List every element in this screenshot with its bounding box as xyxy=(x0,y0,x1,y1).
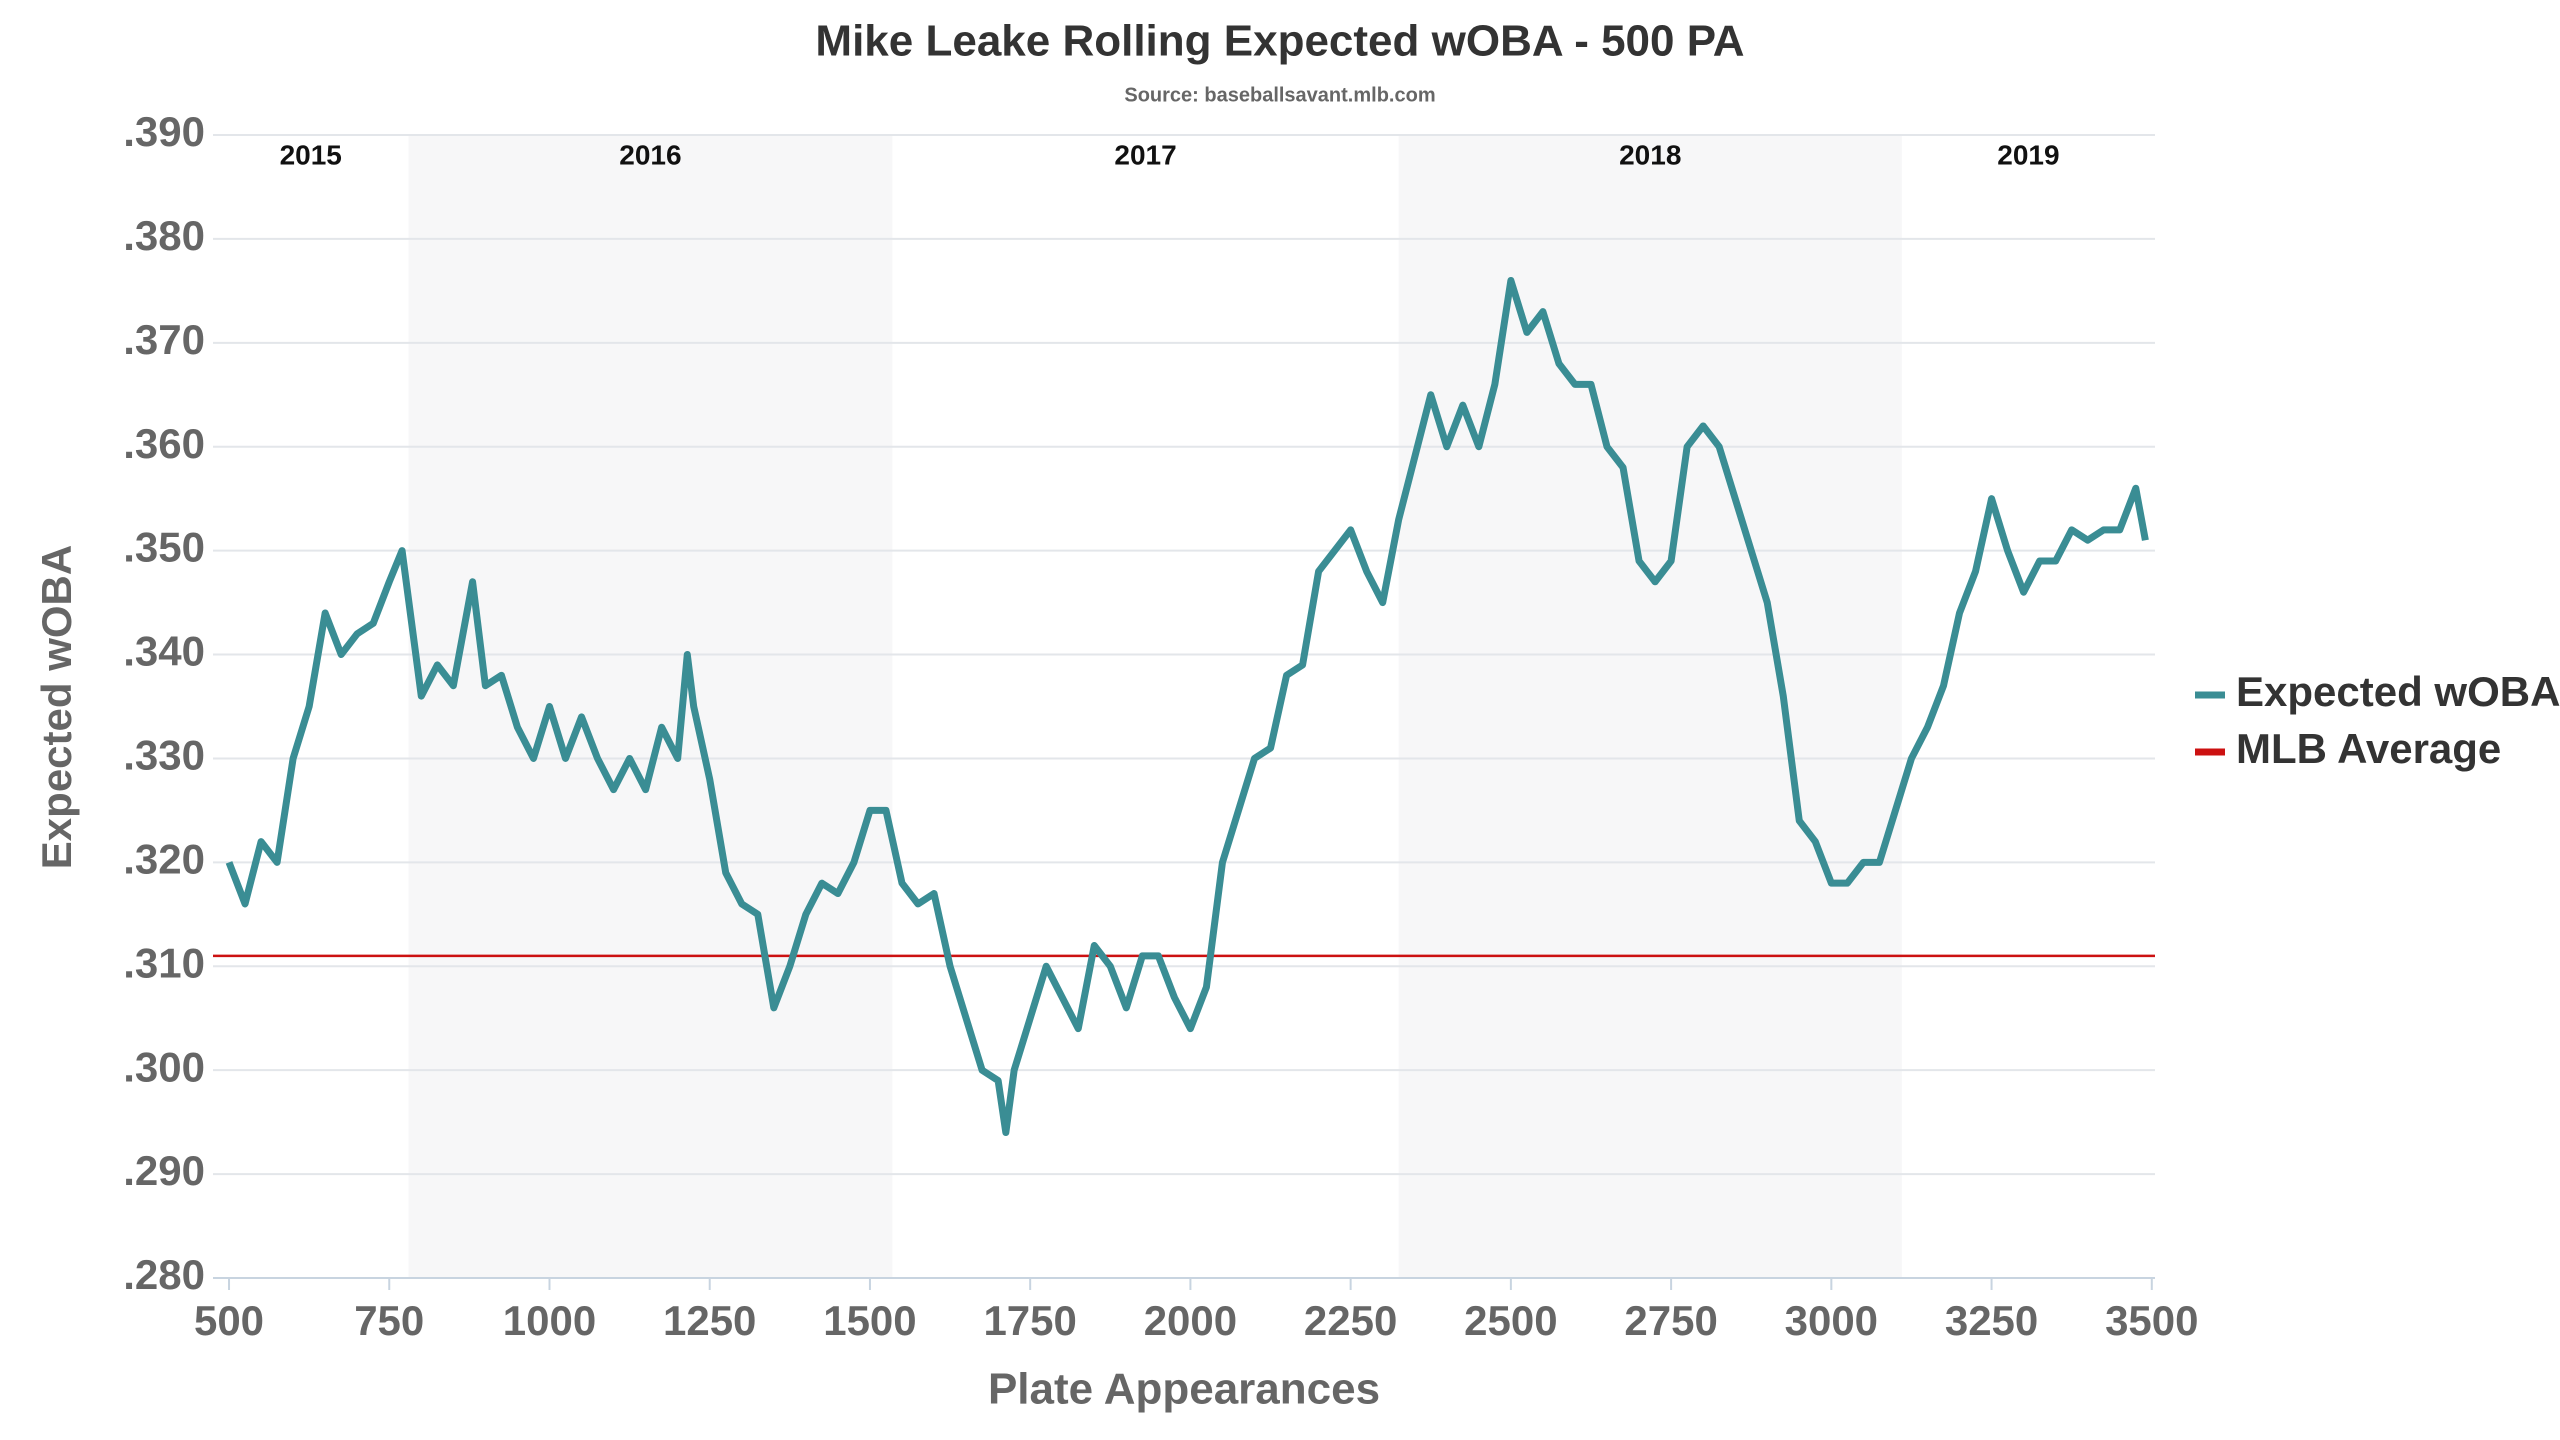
x-tick-label: 1750 xyxy=(983,1297,1076,1344)
season-label: 2019 xyxy=(1997,139,2059,170)
x-tick-label: 1000 xyxy=(503,1297,596,1344)
season-label: 2017 xyxy=(1114,139,1176,170)
y-tick-label: .290 xyxy=(123,1147,205,1194)
y-tick-label: .380 xyxy=(123,212,205,259)
season-band xyxy=(408,135,893,1278)
x-tick-label: 1250 xyxy=(663,1297,756,1344)
series-line xyxy=(225,276,2149,1137)
season-band xyxy=(1398,135,1902,1278)
x-tick-label: 500 xyxy=(194,1297,264,1344)
x-tick-label: 3250 xyxy=(1945,1297,2038,1344)
x-tick-label: 750 xyxy=(354,1297,424,1344)
x-tick-label: 2750 xyxy=(1624,1297,1717,1344)
season-label: 2018 xyxy=(1619,139,1681,170)
y-tick-label: .330 xyxy=(123,732,205,779)
x-tick-label: 1500 xyxy=(823,1297,916,1344)
y-tick-label: .300 xyxy=(123,1043,205,1090)
x-tick-label: 2250 xyxy=(1304,1297,1397,1344)
x-tick-label: 2500 xyxy=(1464,1297,1557,1344)
y-tick-label: .360 xyxy=(123,420,205,467)
y-tick-label: .350 xyxy=(123,524,205,571)
y-tick-label: .320 xyxy=(123,835,205,882)
season-label: 2016 xyxy=(619,139,681,170)
x-axis-label: Plate Appearances xyxy=(988,1365,1380,1414)
legend-label: Expected wOBA xyxy=(2236,668,2560,715)
y-tick-label: .390 xyxy=(123,108,205,155)
y-tick-label: .280 xyxy=(123,1251,205,1298)
y-tick-label: .340 xyxy=(123,628,205,675)
chart-subtitle: Source: baseballsavant.mlb.com xyxy=(1124,84,1435,106)
chart-title: Mike Leake Rolling Expected wOBA - 500 P… xyxy=(815,17,1744,66)
x-tick-label: 3000 xyxy=(1785,1297,1878,1344)
legend-label: MLB Average xyxy=(2236,725,2501,772)
x-tick-label: 2000 xyxy=(1144,1297,1237,1344)
y-tick-label: .310 xyxy=(123,939,205,986)
x-tick-label: 3500 xyxy=(2105,1297,2198,1344)
y-tick-label: .370 xyxy=(123,316,205,363)
season-label: 2015 xyxy=(280,139,342,170)
y-axis-label: Expected wOBA xyxy=(33,545,80,869)
